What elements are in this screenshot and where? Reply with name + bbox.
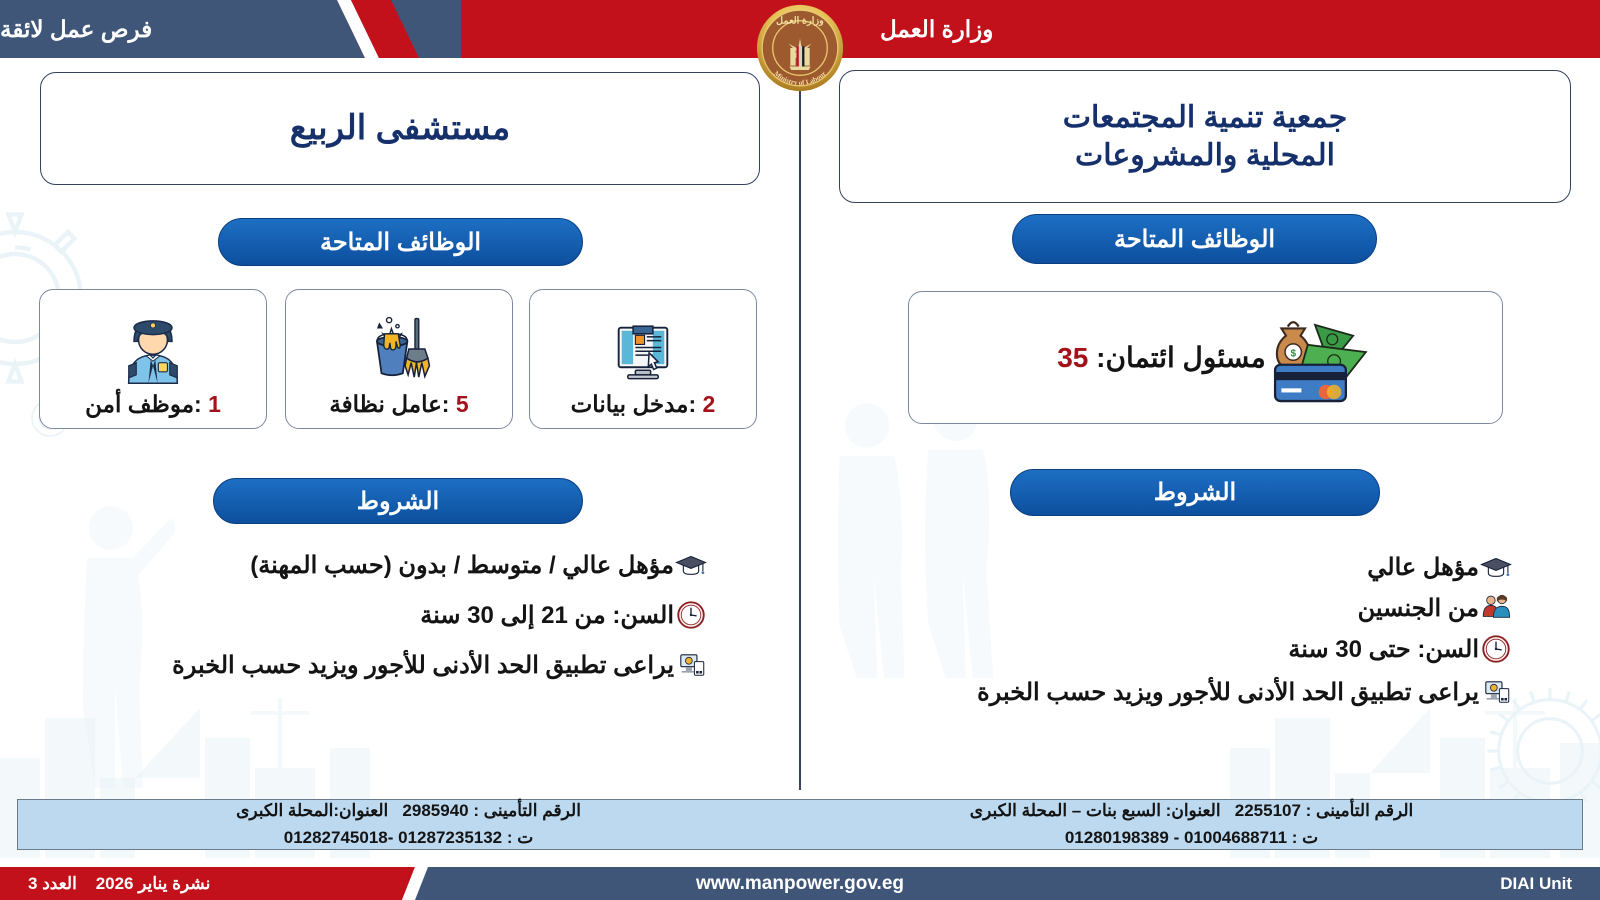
svg-text:$: $ — [1290, 349, 1296, 360]
svg-text:وزارة العمل: وزارة العمل — [776, 15, 824, 26]
